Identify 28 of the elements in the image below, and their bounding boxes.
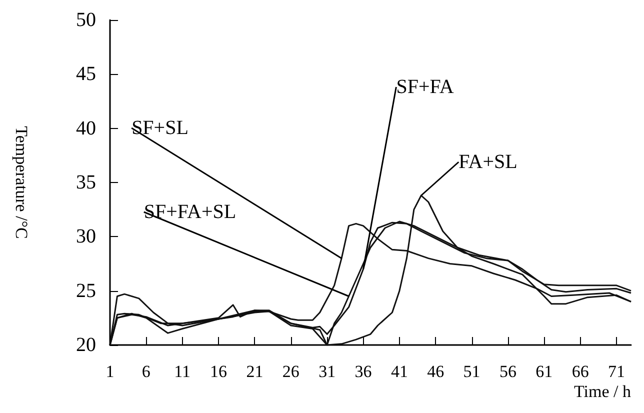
x-tick-label: 61 (536, 362, 553, 381)
y-tick-label: 50 (76, 9, 96, 31)
x-tick-label: 31 (318, 362, 336, 381)
y-axis-title: Temperature /°C (12, 126, 31, 239)
x-tick-label: 41 (390, 362, 408, 381)
x-tick-label: 1 (106, 362, 114, 381)
x-tick-label: 36 (354, 362, 372, 381)
x-tick-label: 66 (572, 362, 589, 381)
y-tick-label: 35 (76, 172, 96, 194)
text: FA+SL (458, 151, 518, 173)
x-tick-label: 51 (463, 362, 480, 381)
y-tick-label: 20 (76, 334, 96, 356)
y-tick-label: 30 (76, 226, 96, 248)
y-tick-label: 45 (76, 63, 96, 86)
y-tick-label: 40 (76, 117, 96, 140)
text: SF+FA (396, 76, 454, 98)
x-tick-label: 11 (174, 362, 191, 381)
x-tick-label: 6 (142, 362, 150, 381)
text: SF+SL (132, 117, 188, 139)
x-tick-label: 56 (499, 362, 516, 381)
x-tick-label: 16 (210, 362, 228, 381)
text: SF+FA+SL (144, 201, 236, 223)
x-tick-label: 71 (608, 362, 626, 381)
x-tick-label: 21 (246, 362, 264, 381)
x-tick-label: 46 (427, 362, 444, 381)
x-axis-title: Time / h (574, 382, 632, 401)
y-tick-label: 25 (76, 280, 96, 302)
x-tick-label: 26 (282, 362, 300, 381)
